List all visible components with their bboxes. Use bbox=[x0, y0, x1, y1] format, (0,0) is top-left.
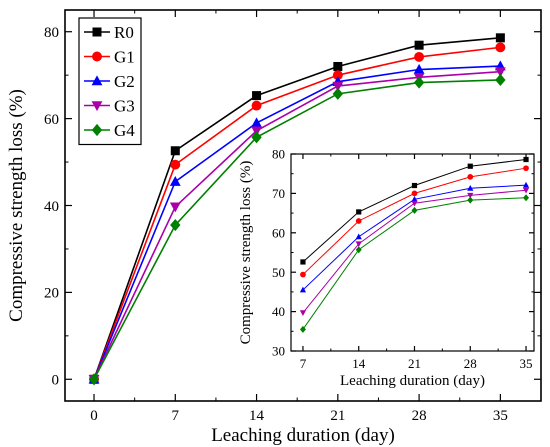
y-tick-label: 70 bbox=[272, 186, 285, 201]
y-tick-label: 60 bbox=[272, 225, 285, 240]
data-point-g2 bbox=[411, 196, 418, 202]
data-point-g3 bbox=[467, 192, 474, 199]
data-point-g1 bbox=[495, 42, 506, 53]
x-tick-label: 21 bbox=[408, 356, 421, 371]
data-point-r0 bbox=[414, 40, 424, 50]
legend-label: G4 bbox=[114, 121, 135, 140]
data-point-g1 bbox=[332, 70, 343, 81]
x-tick-label: 0 bbox=[90, 408, 98, 424]
data-point-g1 bbox=[251, 100, 262, 111]
legend-marker-r0 bbox=[92, 27, 102, 37]
data-point-r0 bbox=[495, 33, 505, 43]
data-point-g2 bbox=[169, 175, 181, 186]
y-axis-label: Compressive strength loss (%) bbox=[6, 89, 27, 322]
data-point-r0 bbox=[523, 156, 529, 163]
legend-marker-g4 bbox=[91, 123, 103, 137]
series-line-r0 bbox=[93, 37, 501, 380]
x-tick-label: 35 bbox=[493, 408, 508, 424]
y-tick-label: 50 bbox=[272, 265, 285, 280]
data-point-g4 bbox=[355, 246, 362, 254]
data-point-r0 bbox=[300, 259, 306, 265]
x-tick-label: 28 bbox=[464, 356, 477, 371]
y-tick-label: 40 bbox=[44, 199, 59, 215]
x-tick-label: 14 bbox=[352, 356, 366, 371]
data-point-g3 bbox=[494, 67, 506, 78]
data-point-g4 bbox=[88, 373, 100, 386]
data-point-g3 bbox=[332, 81, 344, 92]
x-tick-label: 21 bbox=[330, 408, 345, 424]
data-point-g3 bbox=[299, 310, 307, 317]
data-point-r0 bbox=[356, 209, 362, 215]
data-point-g1 bbox=[523, 165, 529, 172]
x-tick-label: 14 bbox=[249, 408, 265, 424]
y-axis-label: Compressive strength loss (%) bbox=[238, 161, 254, 345]
data-point-g2 bbox=[299, 286, 307, 293]
data-point-g1 bbox=[300, 271, 306, 278]
y-tick-label: 60 bbox=[44, 112, 59, 128]
legend-label: G2 bbox=[114, 72, 135, 91]
data-point-r0 bbox=[170, 146, 180, 156]
legend-marker-g2 bbox=[91, 75, 103, 86]
data-point-g2 bbox=[413, 63, 425, 74]
data-point-r0 bbox=[333, 61, 343, 71]
data-point-g4 bbox=[413, 76, 425, 89]
legend: R0 G1 G2 G3 G4 bbox=[78, 17, 142, 146]
data-point-g4 bbox=[523, 194, 530, 202]
data-point-g3 bbox=[169, 202, 181, 213]
x-axis-label: Leaching duration (day) bbox=[211, 425, 395, 446]
x-tick-label: 35 bbox=[520, 356, 533, 371]
data-point-g3 bbox=[522, 187, 530, 194]
y-tick-label: 40 bbox=[272, 304, 285, 319]
data-point-g2 bbox=[522, 181, 530, 188]
data-point-g1 bbox=[170, 159, 181, 170]
data-point-g3 bbox=[355, 241, 362, 248]
data-point-g3 bbox=[411, 200, 418, 207]
series-line-g1 bbox=[93, 46, 501, 380]
x-tick-label: 7 bbox=[300, 356, 307, 371]
data-point-g4 bbox=[170, 218, 181, 232]
x-axis-label: Leaching duration (day) bbox=[340, 373, 485, 389]
x-tick-label: 7 bbox=[172, 408, 180, 424]
legend-label: R0 bbox=[114, 23, 134, 42]
data-point-g4 bbox=[467, 196, 474, 204]
data-point-g1 bbox=[467, 173, 474, 180]
legend-label: G1 bbox=[114, 48, 135, 67]
legend-marker-g1 bbox=[92, 51, 102, 62]
data-point-g2 bbox=[355, 233, 362, 240]
data-point-g1 bbox=[411, 190, 418, 197]
data-point-r0 bbox=[411, 182, 418, 189]
y-tick-label: 80 bbox=[44, 25, 59, 41]
series-line-g2 bbox=[93, 65, 501, 380]
data-point-r0 bbox=[252, 91, 262, 101]
data-point-g4 bbox=[332, 87, 344, 100]
x-tick-label: 28 bbox=[412, 408, 427, 424]
data-point-g4 bbox=[411, 206, 418, 214]
legend-marker-g3 bbox=[91, 101, 103, 112]
data-point-g1 bbox=[414, 51, 425, 62]
series-line-g4 bbox=[93, 79, 501, 380]
data-point-r0 bbox=[467, 163, 473, 169]
data-point-g4 bbox=[251, 131, 262, 144]
data-point-g4 bbox=[495, 73, 506, 87]
inset-plot: 7 14 21 28 35 30 40 50 60 70 80 Leaching duration (… bbox=[238, 147, 535, 389]
y-tick-label: 80 bbox=[272, 147, 285, 162]
data-point-g4 bbox=[299, 325, 306, 333]
data-point-g2 bbox=[251, 117, 262, 128]
series-line-g3 bbox=[93, 70, 501, 380]
data-point-g2 bbox=[467, 185, 474, 191]
y-tick-label: 20 bbox=[44, 286, 59, 302]
data-point-g1 bbox=[355, 218, 362, 224]
y-tick-label: 30 bbox=[272, 344, 285, 359]
y-tick-label: 0 bbox=[52, 373, 60, 389]
legend-label: G3 bbox=[114, 97, 135, 116]
